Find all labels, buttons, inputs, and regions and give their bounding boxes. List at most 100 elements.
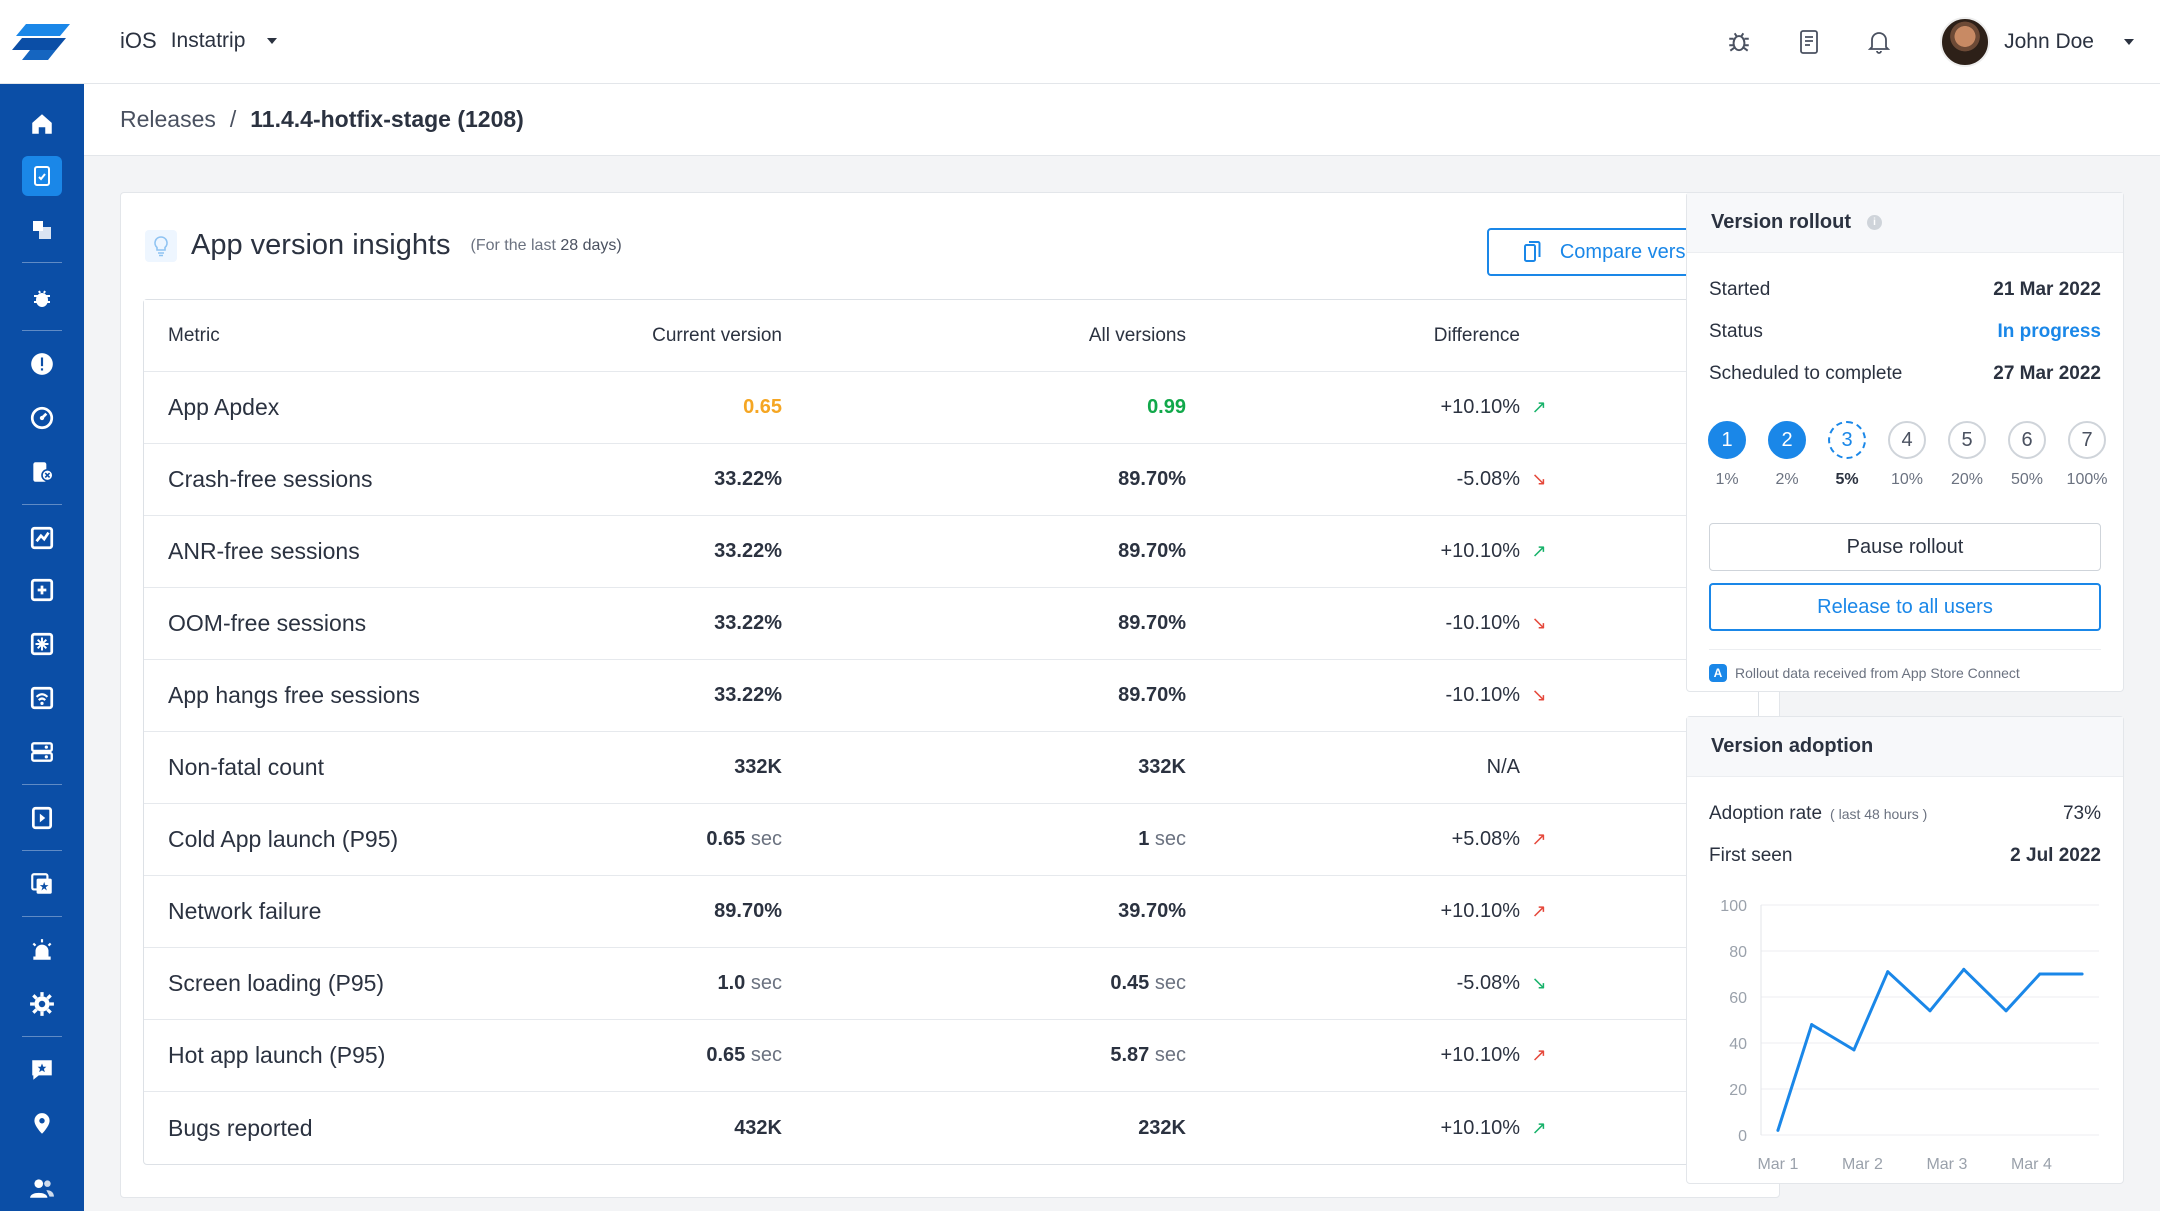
docs-icon[interactable] [1774,0,1844,84]
releases-icon[interactable] [22,156,62,196]
rollout-step[interactable]: 4 10% [1887,421,1927,489]
all-value: 0.99 [782,396,1186,419]
first-seen-label: First seen [1709,845,1793,866]
session-replay-icon[interactable] [22,798,62,838]
performance-icon[interactable] [22,398,62,438]
crash-icon[interactable] [22,344,62,384]
table-row[interactable]: App Apdex 0.65 0.99 +10.10% ↗ [144,372,1758,444]
bell-icon[interactable] [1844,0,1914,84]
rollout-step[interactable]: 2 2% [1767,421,1807,489]
current-value: 432K [564,1117,782,1140]
alarm-icon[interactable] [22,930,62,970]
app-switcher[interactable]: iOS Instatrip [120,28,279,54]
difference-number: +10.10% [1440,540,1520,562]
column-header-difference[interactable]: Difference [1433,324,1520,346]
all-value: 0.45 sec [782,972,1186,995]
versions-icon[interactable] [22,210,62,250]
y-tick-label: 0 [1738,1128,1747,1145]
metric-name: Hot app launch (P95) [168,1042,386,1068]
current-number: 0.65 [743,396,782,418]
column-header-all[interactable]: All versions [1088,324,1186,346]
feedback-icon[interactable] [22,1050,62,1090]
table-row[interactable]: Screen loading (P95) 1.0 sec 0.45 sec -5.08… [144,948,1758,1020]
app-hangs-icon[interactable] [22,452,62,492]
sidebar-divider [22,504,62,505]
adoption-rate-text: Adoption rate [1709,803,1823,824]
all-value: 1 sec [782,828,1186,851]
current-number: 1.0 [717,972,746,994]
difference-value: +5.08% ↗ [1186,828,1550,851]
pause-rollout-button[interactable]: Pause rollout [1709,523,2101,571]
bug-icon[interactable] [22,278,62,318]
column-header-metric[interactable]: Metric [168,324,220,346]
difference-value: -10.10% ↘ [1186,684,1550,707]
insights-header: App version insights (For the last 28 da… [145,229,622,262]
current-value: 0.65 sec [564,828,782,851]
status-row: Status In progress [1709,321,2101,343]
table-row[interactable]: OOM-free sessions 33.22% 89.70% -10.10% ↘ [144,588,1758,660]
trend-up-icon: ↗ [1531,901,1547,921]
metric-name: Network failure [168,898,322,924]
table-row[interactable]: Bugs reported 432K 232K +10.10% ↗ [144,1092,1758,1164]
all-unit: sec [1154,1044,1186,1066]
all-number: 89.70% [1118,540,1186,562]
sidebar-divider [22,850,62,851]
all-value: 89.70% [782,684,1186,707]
info-icon[interactable]: i [1867,215,1883,230]
all-number: 89.70% [1118,684,1186,706]
location-icon[interactable] [22,1104,62,1144]
version-adoption-card: Version adoption Adoption rate ( last 48 … [1686,716,2124,1184]
started-value: 21 Mar 2022 [1993,279,2101,300]
table-row[interactable]: Non-fatal count 332K 332K N/A [144,732,1758,804]
rollout-step[interactable]: 6 50% [2007,421,2047,489]
app-ratings-icon[interactable] [22,864,62,904]
apm-icon[interactable] [22,518,62,558]
table-row[interactable]: App hangs free sessions 33.22% 89.70% -10.1… [144,660,1758,732]
ui-hangs-icon[interactable] [22,732,62,772]
y-tick-label: 20 [1729,1082,1747,1099]
team-icon[interactable] [22,1168,62,1208]
column-header-current[interactable]: Current version [652,324,782,346]
network-icon[interactable] [22,678,62,718]
rollout-step[interactable]: 5 20% [1947,421,1987,489]
difference-number: -5.08% [1456,468,1520,490]
all-number: 0.99 [1147,396,1186,418]
difference-number: +10.10% [1440,1044,1520,1066]
current-number: 33.22% [714,612,782,634]
logo[interactable] [0,0,84,84]
table-row[interactable]: Hot app launch (P95) 0.65 sec 5.87 sec +10.… [144,1020,1758,1092]
table-row[interactable]: Cold App launch (P95) 0.65 sec 1 sec +5.08%… [144,804,1758,876]
home-icon[interactable] [22,104,62,144]
rollout-step[interactable]: 3 5% [1827,421,1867,489]
bug-report-icon[interactable] [1704,0,1774,84]
snowflake-icon[interactable] [22,624,62,664]
difference-number: +10.10% [1440,396,1520,418]
current-unit: sec [750,1044,782,1066]
rollout-step[interactable]: 7 100% [2067,421,2107,489]
settings-icon[interactable] [22,984,62,1024]
release-to-all-button[interactable]: Release to all users [1709,583,2101,631]
table-row[interactable]: Network failure 89.70% 39.70% +10.10% ↗ [144,876,1758,948]
difference-value: +10.10% ↗ [1186,1044,1550,1067]
current-number: 432K [734,1116,782,1139]
trend-down-icon: ↘ [1531,469,1547,489]
user-menu[interactable]: John Doe [1914,17,2160,67]
step-percent: 50% [2010,471,2044,488]
table-row[interactable]: Crash-free sessions 33.22% 89.70% -5.08% ↘ [144,444,1758,516]
difference-number: +10.10% [1440,900,1520,922]
table-row[interactable]: ANR-free sessions 33.22% 89.70% +10.10% ↗ [144,516,1758,588]
current-value: 33.22% [564,540,782,563]
y-tick-label: 40 [1729,1036,1747,1053]
all-number: 0.45 [1110,972,1150,994]
screen-loading-icon[interactable] [22,570,62,610]
sidebar-divider [22,1036,62,1037]
logo-icon [12,23,70,60]
breadcrumb-releases-link[interactable]: Releases [120,106,216,132]
rollout-steps: 1 1% 2 2% 3 5% 4 10% 5 20% 6 50% 7 100% [1707,421,2107,489]
step-number: 6 [2008,421,2046,459]
metric-name: Cold App launch (P95) [168,826,399,852]
all-value: 232K [782,1117,1186,1140]
step-number: 4 [1888,421,1926,459]
status-value[interactable]: In progress [1997,321,2101,342]
rollout-step[interactable]: 1 1% [1707,421,1747,489]
